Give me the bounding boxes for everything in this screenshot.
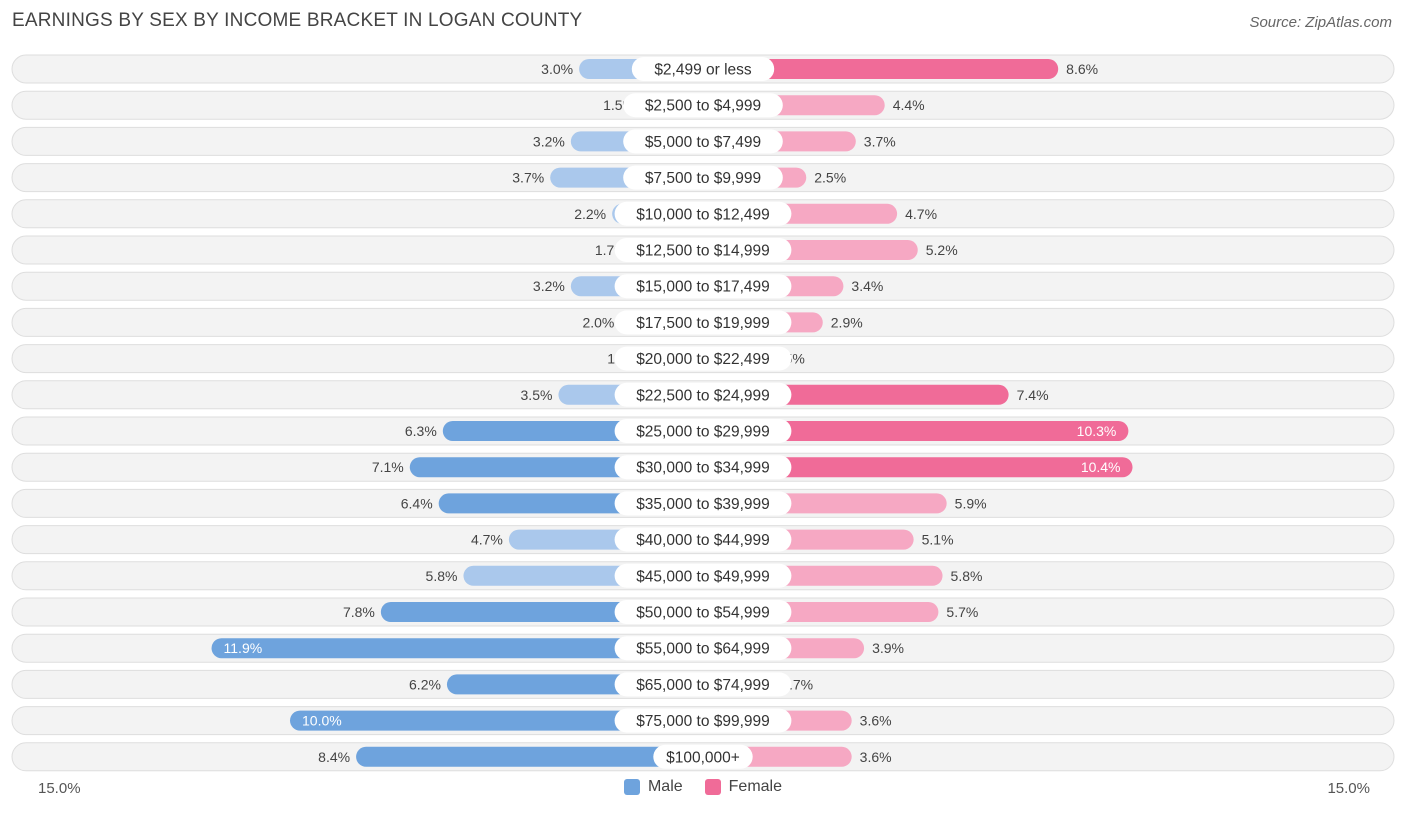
category-pill — [614, 563, 792, 588]
data-label-female: 3.6% — [860, 749, 892, 765]
data-label-female: 5.8% — [951, 568, 983, 584]
category-label: $45,000 to $49,999 — [636, 568, 770, 585]
category-pill — [614, 310, 792, 335]
bar-male — [290, 710, 703, 731]
data-label-female: 7.4% — [1017, 387, 1049, 403]
category-pill — [623, 129, 783, 154]
category-label: $17,500 to $19,999 — [636, 315, 770, 332]
category-label: $65,000 to $74,999 — [636, 677, 770, 694]
category-label: $30,000 to $34,999 — [636, 460, 770, 477]
data-label-male: 6.4% — [401, 495, 433, 511]
category-label: $10,000 to $12,499 — [636, 206, 770, 223]
legend-swatch-female — [704, 779, 721, 795]
data-label-female: 10.3% — [1077, 423, 1117, 439]
category-label: $5,000 to $7,499 — [645, 134, 761, 151]
category-label: $2,500 to $4,999 — [645, 98, 761, 115]
legend: Male Female — [0, 778, 1406, 796]
data-label-male: 3.5% — [521, 387, 553, 403]
data-label-male: 2.2% — [574, 206, 606, 222]
data-label-female: 10.4% — [1081, 459, 1121, 475]
category-pill — [614, 382, 792, 407]
category-pill — [631, 57, 775, 81]
category-pill — [614, 346, 792, 371]
data-label-male: 7.1% — [372, 459, 404, 475]
category-label: $50,000 to $54,999 — [636, 605, 770, 622]
category-label: $12,500 to $14,999 — [636, 243, 770, 260]
category-label: $55,000 to $64,999 — [636, 641, 770, 658]
data-label-male: 6.3% — [405, 423, 437, 439]
category-pill — [653, 744, 753, 769]
category-pill — [614, 600, 792, 624]
category-label: $15,000 to $17,499 — [636, 279, 770, 296]
data-label-male: 3.2% — [533, 133, 565, 149]
category-label: $25,000 to $29,999 — [636, 424, 770, 441]
category-pill — [614, 238, 792, 262]
data-label-male: 2.0% — [582, 314, 614, 330]
axis-label-right: 15.0% — [1327, 780, 1370, 797]
category-pill — [614, 419, 792, 443]
category-label: $100,000+ — [666, 749, 740, 766]
data-label-male: 3.7% — [512, 170, 544, 186]
chart-title: EARNINGS BY SEX BY INCOME BRACKET IN LOG… — [12, 10, 583, 31]
bar-female — [703, 457, 1133, 478]
data-label-male: 3.0% — [541, 61, 573, 77]
category-label: $20,000 to $22,499 — [636, 351, 770, 368]
legend-item-female[interactable]: Female — [704, 778, 783, 796]
data-label-male: 7.8% — [343, 604, 375, 620]
category-label: $40,000 to $44,999 — [636, 532, 770, 549]
data-label-female: 2.5% — [814, 170, 846, 186]
bar-female — [703, 421, 1129, 441]
category-pill — [614, 201, 792, 226]
category-label: $75,000 to $99,999 — [636, 713, 770, 730]
data-label-male: 5.8% — [426, 568, 458, 584]
data-label-female: 8.6% — [1066, 61, 1098, 77]
data-label-female: 5.9% — [955, 495, 987, 511]
data-label-female: 5.7% — [946, 604, 978, 620]
category-pill — [614, 274, 792, 299]
legend-item-male[interactable]: Male — [623, 778, 683, 796]
data-label-male: 8.4% — [318, 749, 350, 765]
data-label-female: 3.4% — [851, 278, 883, 294]
data-label-female: 3.6% — [860, 713, 892, 729]
bar-male — [211, 638, 703, 659]
category-pill — [614, 491, 792, 516]
category-pill — [614, 455, 792, 480]
legend-swatch-male — [623, 779, 640, 795]
data-label-female: 3.9% — [872, 640, 904, 656]
data-label-male: 11.9% — [224, 640, 263, 656]
category-pill — [614, 708, 792, 733]
category-label: $35,000 to $39,999 — [636, 496, 770, 513]
data-label-female: 4.7% — [905, 206, 937, 222]
category-pill — [614, 636, 792, 661]
category-label: $7,500 to $9,999 — [645, 170, 761, 187]
source-label: Source: ZipAtlas.com — [1249, 14, 1392, 31]
data-label-male: 6.2% — [409, 676, 441, 692]
category-label: $22,500 to $24,999 — [636, 387, 770, 404]
data-label-female: 5.1% — [922, 532, 954, 548]
legend-label-male: Male — [647, 778, 683, 795]
data-label-male: 4.7% — [471, 532, 503, 548]
bar-male — [356, 746, 703, 767]
legend-label-female: Female — [728, 778, 783, 795]
data-label-male: 10.0% — [302, 713, 342, 729]
data-label-female: 5.2% — [926, 242, 958, 258]
category-pill — [614, 672, 792, 697]
data-label-male: 3.2% — [533, 278, 565, 294]
axis-label-left: 15.0% — [38, 780, 81, 797]
bar-female — [703, 59, 1059, 79]
category-pill — [614, 527, 792, 552]
category-label: $2,499 or less — [654, 62, 752, 79]
category-pill — [623, 93, 783, 118]
data-label-female: 4.4% — [893, 97, 925, 113]
category-pill — [623, 165, 783, 190]
data-label-female: 2.9% — [831, 314, 863, 330]
data-label-female: 3.7% — [864, 133, 896, 149]
